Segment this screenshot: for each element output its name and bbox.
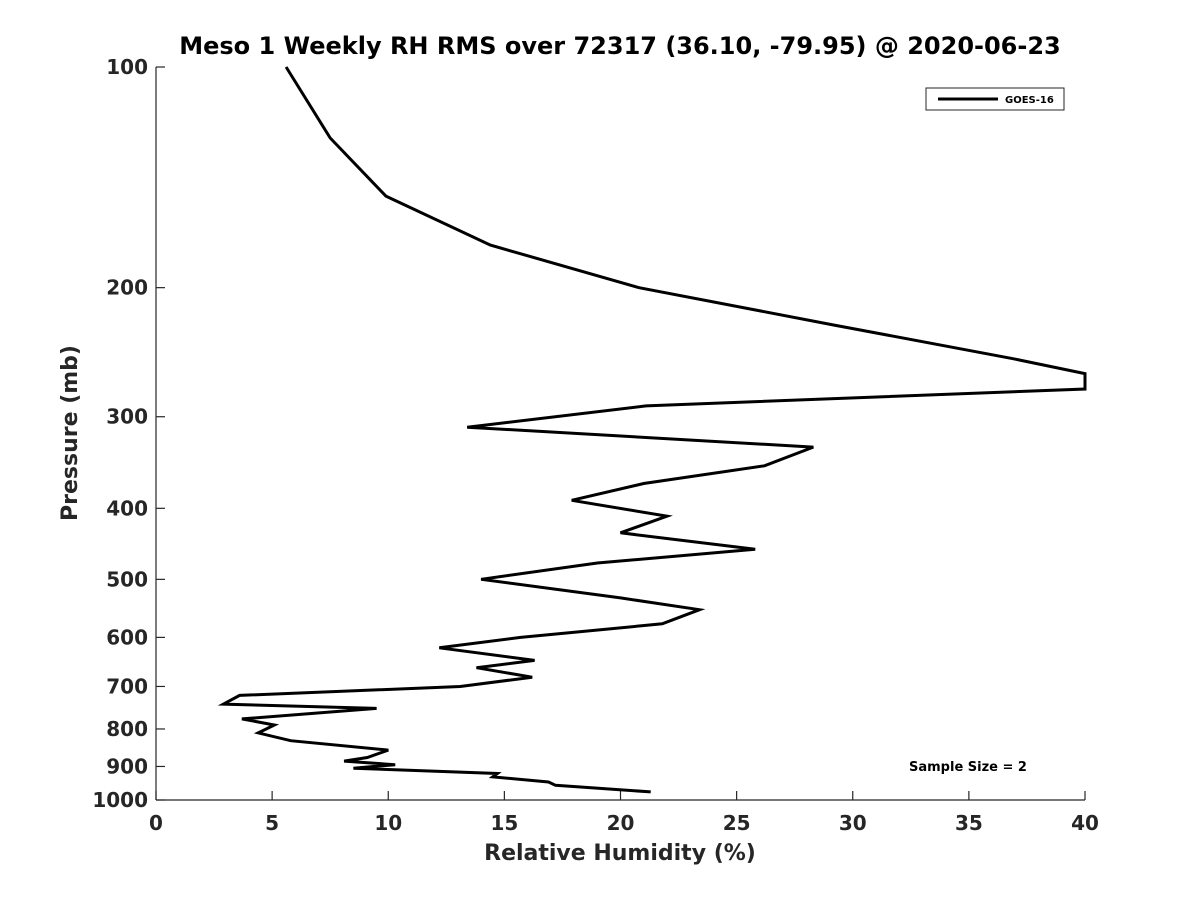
y-tick-label: 1000 [92,788,148,812]
legend: GOES-16 [925,87,1065,111]
x-tick-label: 15 [490,811,518,835]
y-tick-label: 600 [106,625,148,649]
legend-label: GOES-16 [1005,95,1054,106]
y-tick-label: 200 [106,276,148,300]
y-tick-label: 700 [106,674,148,698]
x-tick-label: 10 [374,811,402,835]
y-tick-label: 300 [106,405,148,429]
y-tick-label: 900 [106,754,148,778]
series-line-goes-16 [217,66,1087,794]
y-axis-label: Pressure (mb) [58,345,83,521]
x-tick-label: 5 [265,811,279,835]
x-tick-label: 20 [607,811,635,835]
y-tick-label: 500 [106,567,148,591]
x-tick-label: 30 [839,811,867,835]
y-tick-label: 800 [106,717,148,741]
plot-lines [217,66,1087,794]
axis-ticks: 0 5 10 15 20 25 30 35 40 100 200 300 400 500 600 700 800… [92,55,1099,835]
x-tick-label: 40 [1071,811,1099,835]
x-tick-label: 35 [955,811,983,835]
x-axis-label: Relative Humidity (%) [484,841,756,866]
y-tick-label: 100 [106,55,148,79]
plot-area [156,67,1085,800]
sample-size-annotation: Sample Size = 2 [909,760,1027,775]
chart-title: Meso 1 Weekly RH RMS over 72317 (36.10, … [179,32,1061,60]
y-tick-label: 400 [106,496,148,520]
x-tick-label: 25 [723,811,751,835]
x-tick-label: 0 [149,811,163,835]
